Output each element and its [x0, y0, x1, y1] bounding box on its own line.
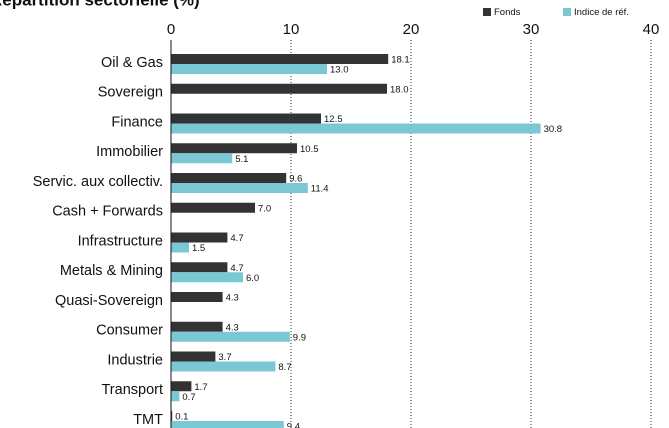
data-label: 9.4	[287, 422, 300, 428]
bar	[171, 242, 189, 253]
bar	[171, 321, 223, 332]
data-label: 18.1	[391, 55, 410, 66]
chart-title: Répartition sectorielle (%)	[0, 0, 200, 9]
bar	[171, 183, 308, 193]
data-label: 3.7	[218, 352, 231, 363]
y-tick-label: Industrie	[107, 352, 163, 368]
y-tick-label: Infrastructure	[78, 233, 163, 249]
bar	[171, 64, 327, 74]
data-label: 10.5	[300, 144, 319, 155]
data-label: 4.7	[230, 233, 243, 244]
bar	[171, 143, 297, 154]
data-label: 9.6	[289, 174, 302, 185]
data-label: 7.0	[258, 203, 271, 214]
bar	[171, 202, 255, 213]
data-label: 4.3	[226, 322, 239, 333]
bar	[171, 173, 287, 183]
data-label: 18.0	[390, 84, 409, 95]
data-label: 1.7	[194, 382, 207, 393]
data-label: 30.8	[544, 124, 563, 135]
y-tick-label: Immobilier	[96, 144, 163, 160]
bar	[171, 292, 223, 302]
bar	[171, 153, 233, 164]
legend-swatch	[483, 8, 491, 16]
bar	[171, 123, 541, 134]
bar	[171, 262, 228, 273]
x-tick-label: 30	[523, 21, 540, 38]
bar	[171, 411, 173, 421]
data-label: 1.5	[192, 243, 205, 254]
bar	[171, 391, 180, 402]
data-label: 4.7	[230, 263, 243, 274]
bar	[171, 83, 387, 94]
legend-label: Fonds	[494, 7, 521, 18]
bar	[171, 331, 290, 342]
y-tick-label: Quasi-Sovereign	[55, 293, 163, 309]
data-label: 5.1	[235, 154, 248, 165]
bar	[171, 421, 284, 428]
data-label: 13.0	[330, 65, 349, 76]
bar	[171, 381, 192, 392]
bar	[171, 361, 276, 372]
data-label: 11.4	[311, 184, 329, 195]
x-tick-label: 40	[643, 21, 660, 38]
data-label: 0.1	[175, 412, 188, 423]
bar	[171, 54, 389, 64]
data-label: 6.0	[246, 273, 259, 284]
bar	[171, 113, 321, 124]
data-label: 9.9	[293, 332, 306, 343]
bar	[171, 272, 243, 283]
y-tick-label: TMT	[133, 412, 163, 428]
bar	[171, 232, 228, 243]
data-label: 4.3	[226, 293, 239, 304]
y-tick-label: Finance	[111, 114, 163, 130]
y-tick-label: Oil & Gas	[101, 55, 163, 71]
data-label: 12.5	[324, 114, 343, 125]
y-tick-label: Metals & Mining	[60, 263, 163, 279]
legend-label: Indice de réf.	[574, 7, 629, 18]
data-label: 8.7	[278, 362, 291, 373]
x-tick-label: 20	[403, 21, 420, 38]
y-tick-label: Transport	[101, 382, 163, 398]
x-tick-label: 0	[167, 21, 175, 38]
y-tick-label: Sovereign	[98, 85, 163, 101]
bar	[171, 351, 216, 362]
legend-swatch	[563, 8, 571, 16]
y-tick-label: Consumer	[96, 323, 163, 339]
data-label: 0.7	[182, 392, 195, 403]
x-tick-label: 10	[283, 21, 300, 38]
y-tick-label: Cash + Forwards	[52, 204, 163, 220]
y-tick-label: Servic. aux collectiv.	[33, 174, 163, 190]
